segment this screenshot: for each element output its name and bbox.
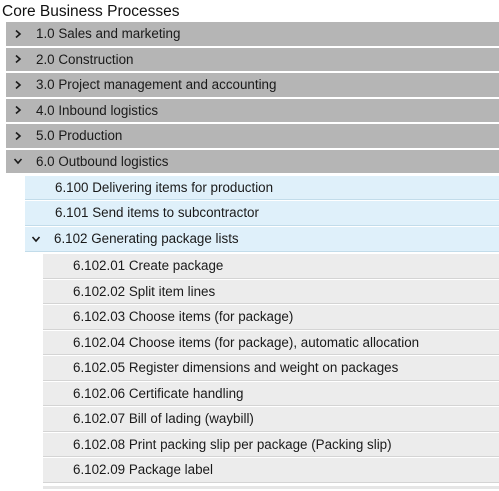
tree-node-label: 6.0 Outbound logistics [36,153,169,169]
chevron-down-icon[interactable] [9,152,27,170]
tree-node-print-packing-slip[interactable]: 6.102.08 Print packing slip per package … [43,432,499,457]
chevron-right-icon[interactable] [9,127,27,145]
tree-node-label: 6.102.09 Package label [73,462,213,478]
tree-node-choose-items-automatic[interactable]: 6.102.04 Choose items (for package), aut… [43,330,499,355]
tree-node-label: 6.102.02 Split item lines [73,283,216,299]
tree-node-label: 6.100 Delivering items for production [55,179,274,195]
tree-node-label: 6.102.06 Certificate handling [73,385,244,401]
tree-node-construction[interactable]: 2.0 Construction [6,47,499,72]
chevron-right-icon[interactable] [9,101,27,119]
tree-node-label: 6.102.03 Choose items (for package) [73,309,294,325]
tree-node-create-package[interactable]: 6.102.01 Create package [43,254,499,279]
tree-node-inbound-logistics[interactable]: 4.0 Inbound logistics [6,98,499,123]
chevron-right-icon[interactable] [9,76,27,94]
chevron-right-icon[interactable] [9,50,27,68]
tree-node-label: 6.102.01 Create package [73,258,224,274]
tree-node-register-dimensions[interactable]: 6.102.05 Register dimensions and weight … [43,356,499,381]
tree-node-label: 6.102.05 Register dimensions and weight … [73,360,399,376]
tree-node-project-management[interactable]: 3.0 Project management and accounting [6,73,499,98]
list-bottom-edge [43,486,499,489]
tree-node-sales-marketing[interactable]: 1.0 Sales and marketing [6,22,499,47]
tree-node-certificate-handling[interactable]: 6.102.06 Certificate handling [43,381,499,406]
tree-node-bill-of-lading[interactable]: 6.102.07 Bill of lading (waybill) [43,407,499,432]
page-title: Core Business Processes [2,3,180,20]
chevron-down-icon[interactable] [27,230,45,248]
tree-node-label: 6.102 Generating package lists [54,231,239,247]
chevron-right-icon[interactable] [9,25,27,43]
tree-node-production[interactable]: 5.0 Production [6,124,499,149]
tree-node-label: 3.0 Project management and accounting [36,77,277,93]
tree-node-choose-items[interactable]: 6.102.03 Choose items (for package) [43,305,499,330]
tree-node-label: 1.0 Sales and marketing [36,26,181,42]
tree-node-label: 6.102.08 Print packing slip per package … [73,436,392,452]
tree-node-label: 4.0 Inbound logistics [36,102,159,118]
tree-node-outbound-logistics[interactable]: 6.0 Outbound logistics [6,149,499,174]
tree-node-label: 6.102.04 Choose items (for package), aut… [73,334,420,350]
tree-node-split-item-lines[interactable]: 6.102.02 Split item lines [43,279,499,304]
tree-node-label: 6.101 Send items to subcontractor [55,205,259,221]
tree-node-label: 6.102.07 Bill of lading (waybill) [73,411,254,427]
tree-node-generating-package-lists[interactable]: 6.102 Generating package lists [25,227,499,252]
tree-node-send-items-subcontractor[interactable]: 6.101 Send items to subcontractor [25,201,499,226]
tree-node-label: 5.0 Production [36,128,123,144]
tree-node-delivering-items[interactable]: 6.100 Delivering items for production [25,175,499,200]
tree-node-package-label[interactable]: 6.102.09 Package label [43,458,499,483]
tree-node-label: 2.0 Construction [36,51,134,67]
